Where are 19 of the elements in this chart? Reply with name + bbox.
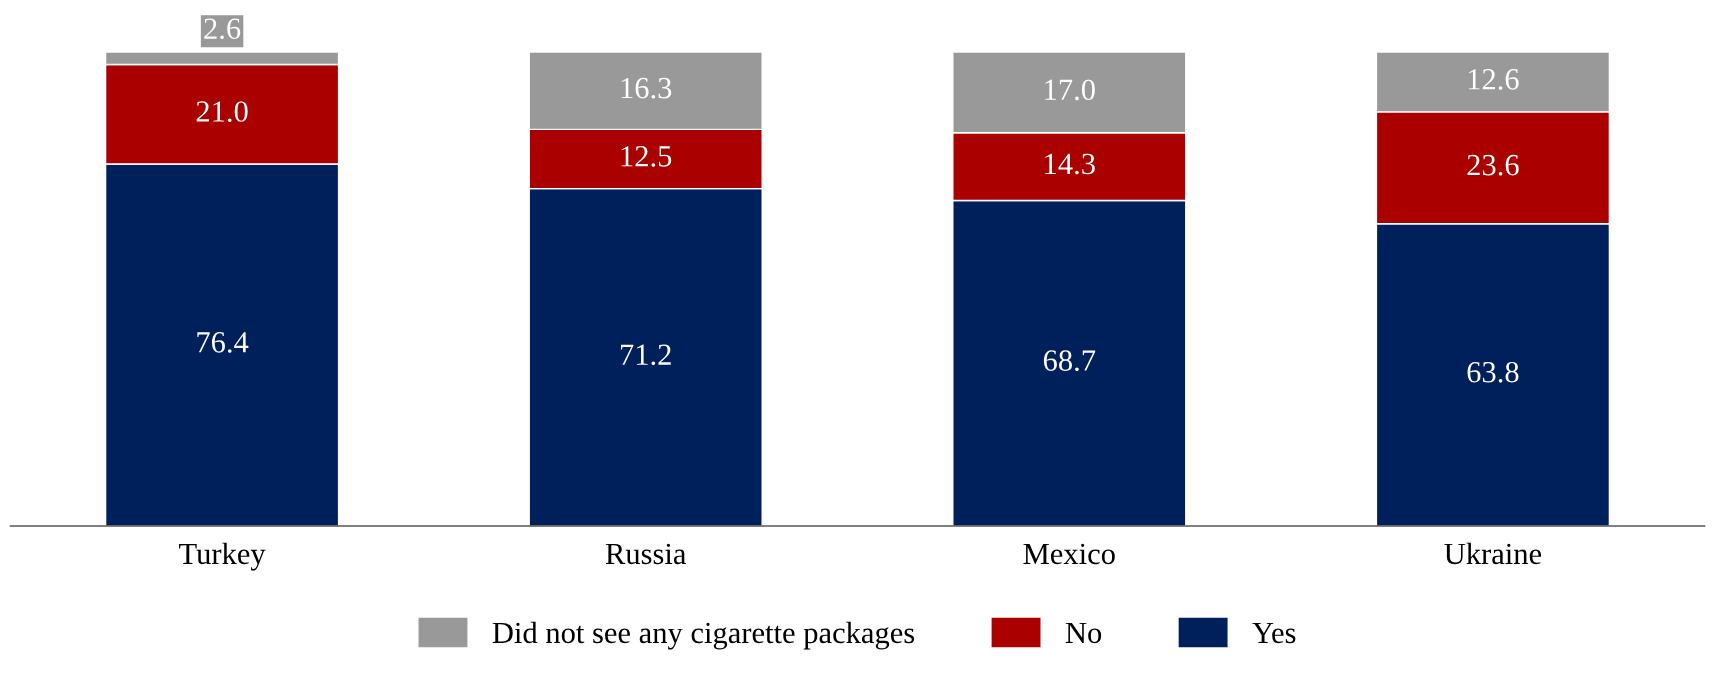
legend-label: Yes [1252,622,1296,644]
data-label: 12.5 [621,146,672,167]
data-label: 16.3 [621,77,672,99]
data-label: 63.8 [1467,361,1519,383]
data-label: 76.4 [197,332,249,353]
data-label: 21.0 [196,101,248,122]
data-label: 14.3 [1045,153,1095,175]
x-tick-label: Mexico [1023,543,1115,565]
data-label: 17.0 [1045,79,1095,101]
data-label: 71.2 [620,344,671,366]
data-label: 12.6 [1468,69,1519,90]
data-label: 68.7 [1043,350,1096,372]
x-tick-label: Ukraine [1444,542,1542,565]
data-label: 2.6 [204,18,241,40]
x-tick-label: Turkey [179,542,266,571]
data-label: 23.6 [1467,154,1519,176]
legend-label: No [1065,622,1102,644]
x-tick-label: Russia [605,543,687,565]
legend-label: Did not see any cigarette packages [492,621,915,650]
